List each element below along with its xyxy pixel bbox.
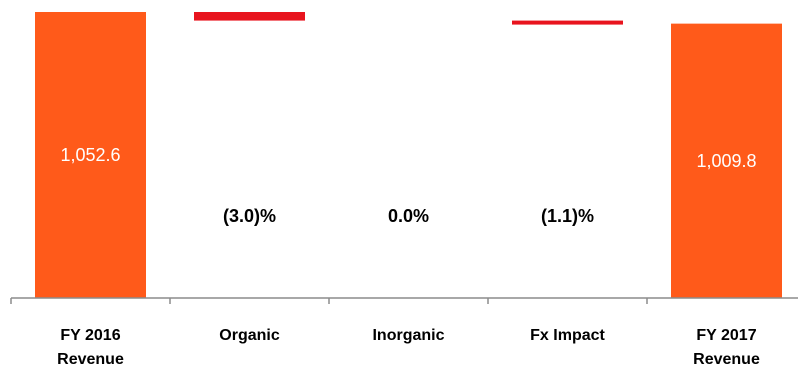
category-label-0-0: FY 2016 bbox=[60, 327, 120, 344]
bar-1 bbox=[194, 12, 305, 21]
data-label-0: 1,052.6 bbox=[60, 145, 120, 165]
category-label-3-0: Fx Impact bbox=[530, 327, 605, 344]
data-label-4: 1,009.8 bbox=[696, 151, 756, 171]
data-label-1: (3.0)% bbox=[223, 206, 276, 226]
category-label-4-0: FY 2017 bbox=[696, 327, 756, 344]
data-label-2: 0.0% bbox=[388, 206, 429, 226]
category-label-2-0: Inorganic bbox=[372, 327, 444, 344]
data-label-3: (1.1)% bbox=[541, 206, 594, 226]
bar-3 bbox=[512, 20, 623, 25]
category-label-4-1: Revenue bbox=[693, 351, 760, 368]
bar-0 bbox=[35, 12, 146, 298]
category-label-0-1: Revenue bbox=[57, 351, 124, 368]
bar-4 bbox=[671, 23, 782, 298]
category-label-1-0: Organic bbox=[219, 327, 280, 344]
